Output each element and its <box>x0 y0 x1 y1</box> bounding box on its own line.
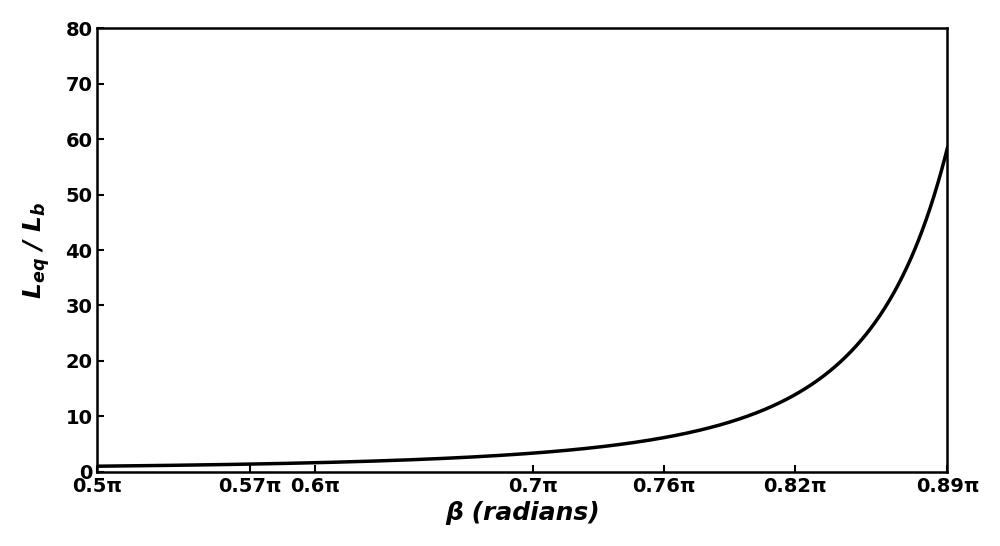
Y-axis label: L$_\mathregular{eq}$ / L$_\mathregular{b}$: L$_\mathregular{eq}$ / L$_\mathregular{b… <box>21 201 52 299</box>
X-axis label: β (radians): β (radians) <box>445 501 600 525</box>
